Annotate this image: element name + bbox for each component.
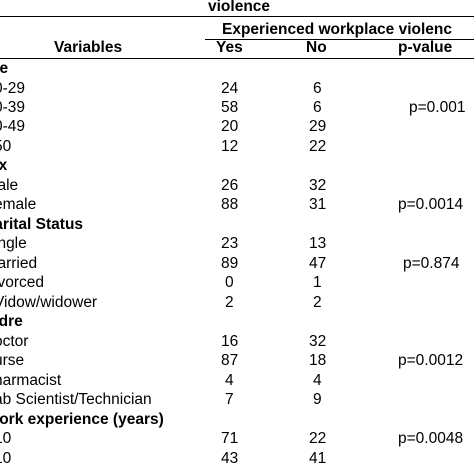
cell-yes: 43: [221, 450, 239, 467]
cell-yes: 24: [221, 80, 239, 97]
cell-no: 1: [313, 274, 322, 291]
group-header: Experienced workplace violenc: [222, 21, 453, 38]
header-no: No: [306, 39, 327, 56]
cell-yes: 2: [225, 294, 234, 311]
cell-no: 9: [313, 391, 322, 408]
cell-yes: 12: [221, 138, 239, 155]
header-pvalue: p-value: [398, 39, 453, 56]
row-label: ivorced: [0, 274, 44, 291]
row-label: octor: [0, 333, 29, 350]
row-label: Vidow/widower: [0, 294, 98, 311]
row-label: 0-39: [0, 99, 26, 116]
cell-no: 22: [309, 138, 327, 155]
cell-no: 6: [313, 80, 322, 97]
cell-no: 32: [309, 333, 327, 350]
row-label: 0-29: [0, 80, 26, 97]
section-header-age: ge: [0, 60, 9, 77]
section-header-cadre: adre: [0, 313, 23, 330]
cell-pvalue: p=0.874: [403, 255, 460, 272]
section-header-sex: ex: [0, 157, 8, 174]
cell-pvalue: p=0.001: [409, 99, 466, 116]
row-label: urse: [0, 352, 25, 369]
cell-no: 13: [309, 235, 327, 252]
table-caption: violence: [208, 0, 271, 15]
cell-yes: 4: [225, 372, 234, 389]
row-label: ingle: [0, 235, 27, 252]
cell-yes: 7: [225, 391, 234, 408]
cell-no: 6: [313, 99, 322, 116]
cell-no: 31: [309, 196, 327, 213]
row-label: 10: [0, 430, 12, 447]
row-label: 50: [0, 138, 12, 155]
cell-yes: 89: [221, 255, 239, 272]
cell-yes: 0: [225, 274, 234, 291]
cell-no: 2: [313, 294, 322, 311]
cell-yes: 26: [221, 177, 239, 194]
cell-pvalue: p=0.0014: [398, 196, 464, 213]
cell-yes: 88: [221, 196, 239, 213]
row-label: ab Scientist/Technician: [0, 391, 152, 408]
row-label: 0-49: [0, 118, 26, 135]
cell-pvalue: p=0.0048: [398, 430, 464, 447]
cell-no: 22: [309, 430, 327, 447]
row-label: emale: [0, 196, 37, 213]
row-label: lale: [0, 177, 19, 194]
cell-no: 18: [309, 352, 327, 369]
section-header-marital-status: larital Status: [0, 216, 84, 233]
cell-yes: 20: [221, 118, 239, 135]
cell-no: 47: [309, 255, 327, 272]
header-variables: Variables: [54, 39, 123, 56]
cell-yes: 71: [221, 430, 239, 447]
cell-no: 4: [313, 372, 322, 389]
header-rule: [0, 58, 474, 59]
cell-pvalue: p=0.0012: [398, 352, 464, 369]
row-label: 10: [0, 450, 12, 467]
cell-yes: 58: [221, 99, 239, 116]
cell-no: 41: [309, 450, 327, 467]
row-label: larried: [0, 255, 38, 272]
cell-no: 32: [309, 177, 327, 194]
top-rule: [0, 16, 474, 17]
cell-yes: 87: [221, 352, 239, 369]
section-header-work-experience: Vork experience (years): [0, 411, 164, 428]
cell-yes: 23: [221, 235, 239, 252]
cell-no: 29: [309, 118, 327, 135]
cell-yes: 16: [221, 333, 239, 350]
header-yes: Yes: [216, 39, 243, 56]
group-header-rule: [205, 39, 474, 40]
row-label: harmacist: [0, 372, 62, 389]
